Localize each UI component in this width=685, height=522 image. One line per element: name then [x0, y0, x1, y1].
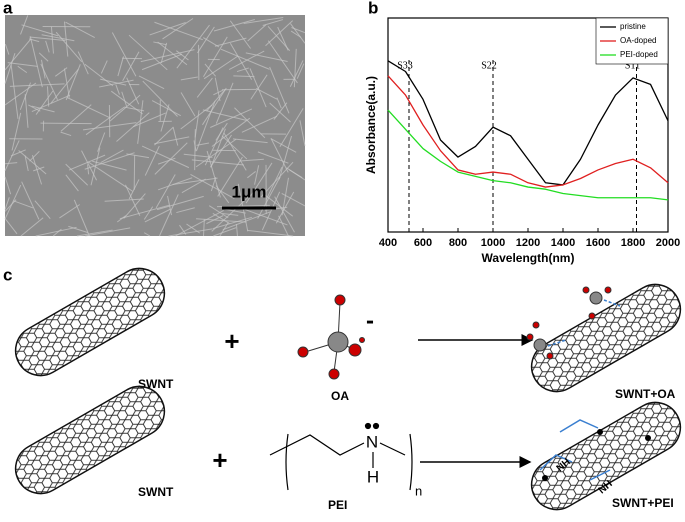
subscript: n: [415, 483, 422, 498]
x-tick-label: 800: [449, 237, 467, 249]
x-tick-label: 1200: [516, 237, 540, 249]
legend-label: pristine: [620, 22, 646, 31]
series-line: [388, 76, 668, 187]
x-axis-label: Wavelength(nm): [482, 251, 575, 265]
atom: N: [366, 432, 378, 451]
nanotube: [6, 377, 173, 502]
x-tick-label: 1600: [586, 237, 610, 249]
x-tick-label: 1400: [551, 237, 575, 249]
plus: +: [224, 326, 239, 356]
oa-molecule: [298, 295, 365, 379]
legend-label: OA-doped: [620, 36, 656, 45]
panel-label: b: [368, 0, 378, 17]
sem-background: [5, 15, 305, 236]
nanotube-strand: [233, 76, 254, 77]
charge: -: [366, 307, 374, 334]
product-label: SWNT+OA: [615, 387, 676, 401]
reagent-label: PEI: [328, 498, 347, 512]
y-axis-label: Absorbance(a.u.): [364, 76, 378, 174]
chart: 400 600 800 1000 1200 1400 1600 1800 2000 Wavelen…: [364, 18, 680, 265]
legend-label: PEI-doped: [620, 50, 658, 59]
plus: +: [212, 445, 227, 475]
series-line: [388, 110, 668, 200]
annotation: S22: [481, 60, 497, 71]
nanotube: [522, 275, 685, 400]
atom: H: [367, 467, 379, 486]
panel-label: a: [3, 0, 13, 17]
x-tick-label: 1000: [481, 237, 505, 249]
x-tick-label: 400: [379, 237, 397, 249]
x-tick-label: 1800: [621, 237, 645, 249]
pei-structure: [270, 424, 412, 491]
x-tick-label: 600: [414, 237, 432, 249]
series-line: [388, 61, 668, 185]
product-label: SWNT+PEI: [612, 496, 674, 510]
x-tick-label: 2000: [656, 237, 680, 249]
sem-image: [5, 15, 305, 236]
annotation: S33: [397, 60, 413, 71]
reactant-label: SWNT: [138, 485, 174, 499]
panel-label: c: [3, 265, 12, 284]
nanotube: [6, 259, 173, 384]
reagent-label: OA: [331, 389, 349, 403]
scale-bar-label: 1μm: [232, 182, 267, 201]
